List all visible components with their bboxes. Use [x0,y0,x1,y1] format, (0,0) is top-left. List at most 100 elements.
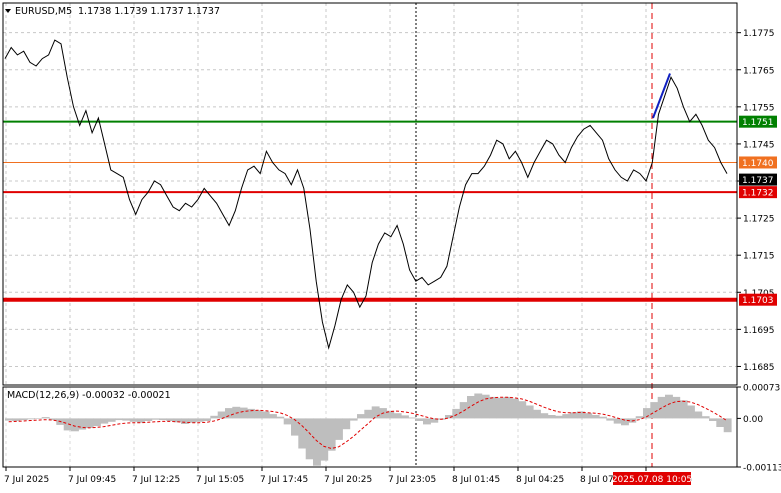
macd-bar [107,418,116,422]
price-tick-label: 1.1775 [743,29,775,39]
macd-bar [85,418,94,428]
level-label-box-1.1703 [739,293,777,306]
level-label-box-1.1751 [739,115,777,128]
time-tick-label: 7 Jul 23:05 [388,475,436,485]
macd-bar [408,417,417,419]
chart-header: EURUSD,M5 1.1738 1.1739 1.1737 1.1737 MA… [5,6,220,401]
macd-bar [635,416,644,419]
time-tick-label: 7 Jul 2025 [4,475,49,485]
price-panel-frame [2,2,738,386]
macd-bar [518,401,527,419]
frame [2,2,738,468]
macd-bar [298,418,307,449]
price-tick-label: 1.1725 [743,215,775,225]
macd-bar [313,418,321,466]
macd-bar [701,416,710,419]
symbol-dropdown-icon[interactable] [5,9,11,13]
macd-bar [144,418,153,421]
macd-panel-frame [2,386,738,468]
macd-bar [41,417,50,419]
macd-bar [19,418,28,421]
time-tick-label: 8 Jul 04:25 [516,475,564,485]
macd-bar [657,396,666,419]
macd-bar [291,418,299,436]
macd-bar [577,411,585,419]
macd-bar [269,414,277,419]
macd-bar [584,413,593,419]
macd-bar [12,418,21,421]
level-labels: 1.1751 1.1740 1.1737 1.1732 1.1703 [739,115,777,306]
level-label-box-1.1732 [739,186,777,199]
trend-segment [652,73,671,119]
macd-bar [459,402,468,419]
price-series [4,39,728,350]
macd-bar [239,407,248,419]
macd-bar [276,416,285,419]
macd-bar [709,418,717,421]
price-tick-label: 1.1745 [743,140,775,150]
vertical-markers [415,3,653,467]
macd-bar [489,396,497,419]
macd-bar [71,418,79,432]
macd-bar [591,415,600,419]
macd-bar [335,418,343,440]
macd-bar [511,398,519,419]
macd-bar [415,418,424,421]
macd-bar [562,414,571,419]
macd-bar [115,418,123,421]
macd-bar [122,418,131,421]
macd-bar [643,408,651,419]
macd-bar [687,405,695,419]
time-tick-label: 7 Jul 20:25 [324,475,372,485]
time-highlight-box [613,472,691,485]
macd-bar [364,409,373,419]
macd-bar [423,418,431,425]
macd-bar [78,418,87,430]
macd-bar [34,418,43,419]
macd-bar [555,415,563,419]
macd-bar [371,406,380,419]
macd-bar [533,409,541,419]
macd-bar [188,418,197,423]
macd-bar [137,418,145,423]
level-lines [3,120,737,302]
macd-bar [63,418,72,431]
macd-bar [606,418,615,421]
time-tick-label: 7 Jul 12:25 [132,475,180,485]
macd-bar [225,408,233,419]
macd-bar [27,418,35,420]
macd-bar [723,418,732,433]
macd-bar [503,396,512,419]
price-line [4,39,728,350]
level-label-1.1737: 1.1737 [742,176,774,186]
macd-bar [181,418,189,424]
macd-bar [129,418,138,422]
macd-bar [430,418,439,423]
macd-bar [357,414,365,419]
price-axis: 1.17751.17651.17551.17451.17351.17251.17… [737,29,775,373]
macd-bar [151,418,160,420]
macd-signal-line [8,396,728,450]
macd-bar [679,400,688,419]
time-tick-label: 8 Jul 07 [580,475,614,485]
macd-bar [173,418,182,423]
macd-tick-label: 0.00 [743,415,763,425]
time-highlight-label: 2025.07.08 10:05 [612,475,692,485]
macd-bar [349,418,358,421]
macd-bar [217,411,226,419]
time-tick-label: 7 Jul 15:05 [196,475,244,485]
ohlc-readout: 1.1738 1.1739 1.1737 1.1737 [78,6,220,17]
macd-bar [93,418,101,427]
price-tick-label: 1.1715 [743,252,775,262]
macd-bar [599,416,607,419]
macd-bar [203,418,211,421]
macd-tick-label: -0.00113 [743,464,781,474]
price-tick-label: 1.1765 [743,66,775,76]
macd-bar [525,405,534,419]
macd-bar [672,396,681,419]
macd-bar [452,408,461,419]
macd-bar [261,411,270,419]
macd-bar [481,394,490,419]
